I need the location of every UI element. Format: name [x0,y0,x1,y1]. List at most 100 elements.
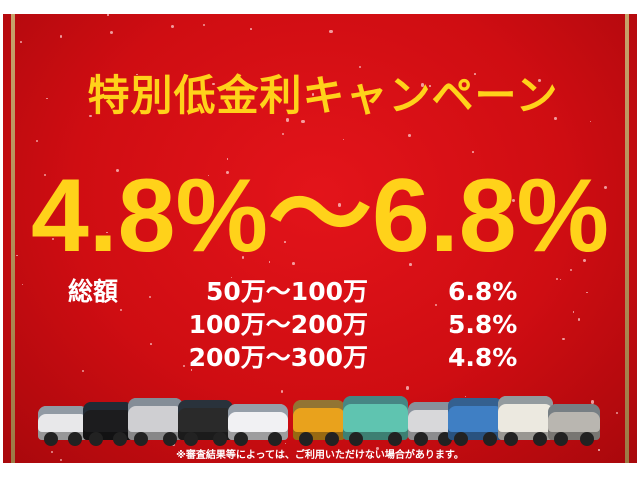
sparkle [190,368,193,371]
wheel [184,432,198,446]
sparkle [136,74,138,76]
sparkle [116,168,120,172]
sparkle [474,73,476,75]
sparkle [429,84,431,87]
sparkle [343,139,345,141]
sparkle [616,411,619,414]
sparkle [482,216,484,218]
disclaimer-note: ※審査結果等によっては、ご利用いただけない場合があります。 [176,450,464,461]
sparkle [225,171,229,175]
sparkle [337,203,342,207]
sparkle [236,223,239,225]
sparkle [598,449,600,451]
sparkle [183,364,186,367]
sparkle [604,185,608,189]
rate-row: 100万～200万 5.8% [3,310,637,340]
sparkle [434,304,437,307]
sparkle [306,200,308,202]
sparkle [20,41,23,44]
sparkle [284,443,286,445]
wheel [349,432,363,446]
sparkle [572,311,575,313]
sparkle [590,400,595,404]
vehicle-lineup-image [38,394,608,446]
wheel [299,432,313,446]
gold-border-right [625,14,629,463]
sparkle [556,277,559,280]
row-rate: 4.8% [448,343,518,372]
sparkle [148,295,151,299]
sparkle [202,23,205,26]
wheel [44,432,58,446]
wheel [388,432,402,446]
sparkle [382,191,387,195]
sparkle [208,174,210,176]
sparkle [577,318,580,321]
sparkle [464,396,467,398]
sparkle [170,24,174,29]
sparkle [181,90,184,94]
sparkle [283,241,286,243]
wheel [554,432,568,446]
sparkle [106,231,108,233]
sparkle [46,97,48,99]
sparkle [149,342,152,345]
row-range: 50万～100万 [206,277,368,306]
sparkle [82,370,85,373]
rate-row: 総額 50万～100万 6.8% [3,277,637,307]
sparkle [537,79,541,83]
sparkle [472,151,474,153]
sparkle [51,237,55,241]
sparkle [511,199,516,203]
sparkle [318,329,321,332]
sparkle [257,242,260,245]
sparkle [212,82,215,86]
row-rate: 6.8% [448,277,518,306]
sparkle [107,14,109,16]
row-range: 200万～300万 [188,343,368,372]
sparkle [358,65,361,69]
sparkle [57,195,61,198]
row-range: 100万～200万 [188,310,368,339]
rate-range: 4.8%～6.8% [30,158,610,274]
sparkle [586,292,588,294]
sparkle [250,28,252,30]
wheel [89,432,103,446]
wheel [325,432,339,446]
sparkle [69,195,73,200]
wheel [414,432,428,446]
wheel [234,432,248,446]
wheel [163,432,177,446]
campaign-title: 特別低金利キャンペーン [87,71,559,120]
sparkle [50,450,53,453]
sparkle [226,158,229,160]
sparkle [311,93,315,96]
wheel [68,432,82,446]
sparkle [405,386,410,390]
sparkle [257,354,261,358]
sparkle [499,239,502,243]
wheel [504,432,518,446]
wheel [268,432,282,446]
sparkle [231,277,233,279]
wheel [454,432,468,446]
sparkle [408,262,412,266]
sparkle [43,173,46,176]
sparkle [252,321,255,324]
sparkle [375,447,379,450]
sparkle [209,210,213,215]
sparkle [268,261,271,263]
sparkle [21,283,24,286]
sparkle [285,118,289,122]
sparkle [60,35,63,38]
sparkle [292,262,296,266]
sparkle [109,30,113,34]
sparkle [569,269,572,272]
sparkle [59,458,62,461]
sparkle [590,121,592,123]
sparkle [35,139,39,142]
sparkle [416,189,419,193]
wheel [113,432,127,446]
wheel [483,432,497,446]
sparkle [109,103,113,107]
